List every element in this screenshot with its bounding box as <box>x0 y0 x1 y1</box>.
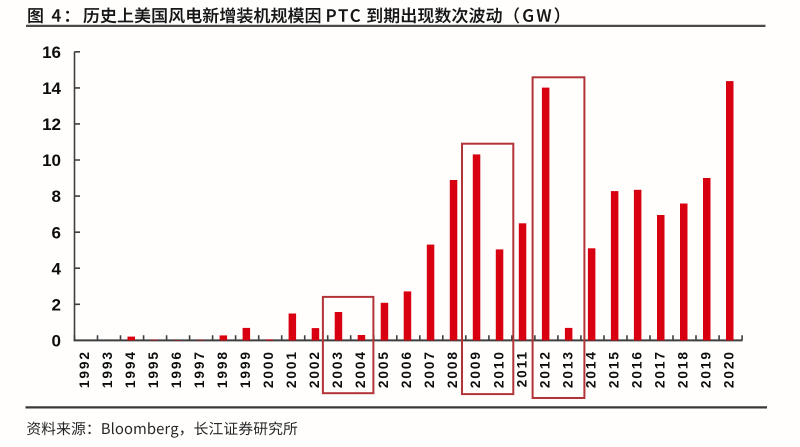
svg-text:2012: 2012 <box>537 350 552 388</box>
svg-text:2001: 2001 <box>284 350 299 388</box>
svg-text:10: 10 <box>42 151 61 170</box>
svg-text:6: 6 <box>52 223 61 242</box>
svg-text:2020: 2020 <box>722 350 737 388</box>
svg-text:2015: 2015 <box>606 350 621 388</box>
svg-text:2: 2 <box>52 295 61 314</box>
svg-text:1999: 1999 <box>238 350 253 388</box>
svg-text:2014: 2014 <box>583 350 598 388</box>
svg-text:0: 0 <box>52 332 61 351</box>
svg-text:2004: 2004 <box>353 350 368 388</box>
svg-text:1993: 1993 <box>100 350 115 388</box>
svg-text:2011: 2011 <box>514 350 529 387</box>
svg-text:1995: 1995 <box>146 350 161 388</box>
svg-text:2006: 2006 <box>399 350 414 388</box>
svg-text:12: 12 <box>42 115 61 134</box>
svg-text:1998: 1998 <box>215 350 230 388</box>
svg-text:2005: 2005 <box>376 350 391 388</box>
svg-text:2009: 2009 <box>468 350 483 388</box>
svg-text:2017: 2017 <box>652 350 667 388</box>
svg-text:2002: 2002 <box>307 350 322 388</box>
svg-text:2019: 2019 <box>698 350 713 388</box>
svg-text:2007: 2007 <box>422 350 437 388</box>
svg-text:2008: 2008 <box>445 350 460 388</box>
svg-text:1992: 1992 <box>77 350 92 388</box>
svg-text:2018: 2018 <box>675 350 690 388</box>
svg-text:2003: 2003 <box>330 350 345 388</box>
svg-text:2010: 2010 <box>491 350 506 388</box>
svg-text:4: 4 <box>52 259 62 278</box>
svg-text:8: 8 <box>52 187 61 206</box>
svg-text:2016: 2016 <box>629 350 644 388</box>
svg-text:1996: 1996 <box>169 350 184 388</box>
svg-text:16: 16 <box>42 43 61 62</box>
svg-text:2000: 2000 <box>261 350 276 388</box>
svg-text:2013: 2013 <box>560 350 575 388</box>
svg-text:1997: 1997 <box>192 350 207 388</box>
svg-text:14: 14 <box>42 79 61 98</box>
svg-text:1994: 1994 <box>123 350 138 388</box>
